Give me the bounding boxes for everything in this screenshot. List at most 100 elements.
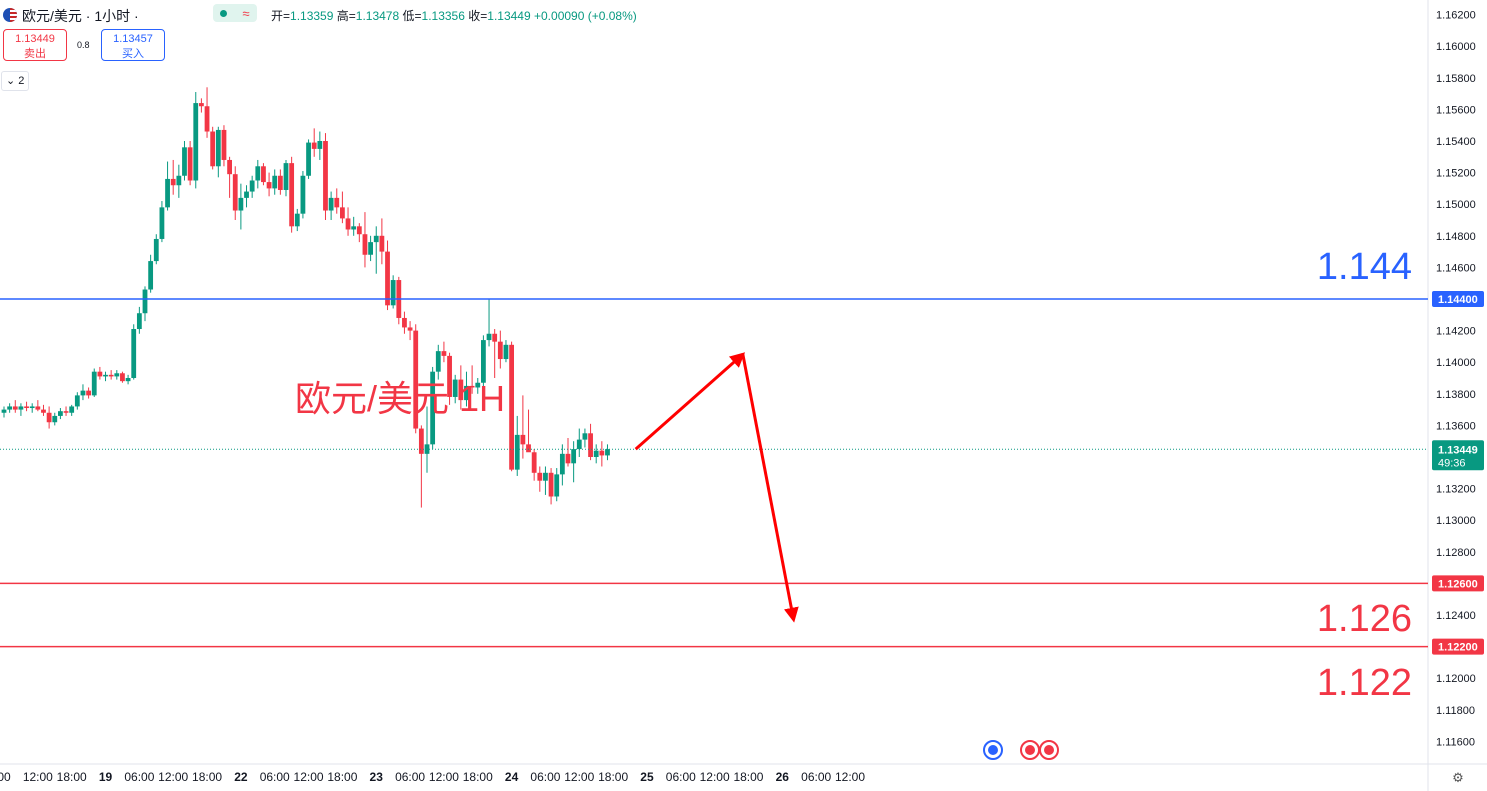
price-axis[interactable]: 1.16200 1.16000 1.15800 1.15600 1.15400 1.152… — [1432, 10, 1484, 749]
candle-body — [170, 178, 176, 186]
symbol-title[interactable]: 欧元/美元 · 1小时 · — [22, 8, 139, 24]
candle-body — [576, 439, 582, 450]
candle-body — [430, 371, 436, 445]
time-tick-label: 18:00 — [327, 770, 357, 784]
price-tick-label: 1.14000 — [1436, 357, 1476, 369]
candle-body — [368, 242, 373, 255]
high-label: 高= — [336, 9, 356, 23]
candle-body — [385, 251, 390, 306]
time-tick-label: 06:00 — [395, 770, 425, 784]
candle-body — [402, 317, 407, 328]
time-tick-label: 12:00 — [835, 770, 865, 784]
candle-body — [272, 175, 278, 189]
candle-body — [46, 412, 52, 423]
candle-body — [142, 289, 148, 314]
candle-body — [80, 390, 86, 396]
candle-body — [559, 453, 565, 475]
time-tick-label: 18:00 — [192, 770, 222, 784]
low-label: 低= — [402, 9, 422, 23]
chart-annotation-title: 欧元/美元 1H — [295, 378, 505, 419]
sell-label: 卖出 — [24, 48, 46, 60]
candle-body — [571, 449, 577, 464]
sell-price: 1.13449 — [15, 33, 55, 45]
close-label: 收= — [468, 9, 488, 23]
candle-body — [492, 333, 498, 342]
time-tick-label: 23 — [370, 770, 384, 784]
candle-body — [593, 450, 599, 457]
price-level-annotation: 1.126 — [1317, 598, 1412, 640]
candle-body — [244, 191, 249, 198]
candle-body — [159, 207, 165, 239]
candle-body — [554, 474, 560, 497]
time-tick-label: 18:00 — [463, 770, 493, 784]
candle-body — [24, 406, 29, 409]
indicator-toggle[interactable]: ≈ — [213, 4, 257, 22]
time-tick-label: 06:00 — [124, 770, 154, 784]
time-tick-label: 12:00 — [23, 770, 53, 784]
market-open-dot-icon — [220, 9, 228, 17]
chevron-down-icon: ⌄ — [6, 75, 16, 87]
buy-button[interactable]: 1.13457 买入 — [101, 29, 165, 61]
time-tick-label: 06:00 — [801, 770, 831, 784]
economic-event-dot — [988, 745, 998, 755]
close-value: 1.13449 — [487, 9, 531, 23]
time-tick-label: 12:00 — [429, 770, 459, 784]
time-tick-label: 25 — [640, 770, 654, 784]
projection-arrow[interactable] — [634, 352, 746, 451]
candle-body — [227, 159, 232, 175]
candle-body — [526, 444, 531, 453]
candle-body — [86, 390, 91, 396]
price-tick-label: 1.12400 — [1436, 610, 1476, 622]
price-tick-label: 1.16000 — [1436, 41, 1476, 53]
candle-body — [441, 351, 447, 356]
price-level-badge — [1432, 575, 1484, 592]
price-tick-label: 1.13600 — [1436, 420, 1476, 432]
time-axis[interactable]: 00 12:00 18:00 19 06:00 12:00 18:00 22 06:00 12:0… — [0, 740, 1059, 784]
candle-body — [458, 379, 464, 401]
time-tick-label: 12:00 — [700, 770, 730, 784]
ohlc-readout: 开=1.13359 高=1.13478 低=1.13356 收=1.13449 … — [271, 7, 637, 24]
sell-button[interactable]: 1.13449 卖出 — [3, 29, 67, 61]
time-tick-label: 18:00 — [733, 770, 763, 784]
time-tick-label: 12:00 — [564, 770, 594, 784]
candle-body — [187, 147, 193, 181]
candle-body — [311, 142, 317, 149]
projection-arrow[interactable] — [741, 354, 799, 623]
candle-body — [340, 207, 345, 219]
candle-body — [35, 406, 41, 410]
price-tick-label: 1.15600 — [1436, 104, 1476, 116]
wave-icon: ≈ — [242, 5, 250, 21]
price-tick-label: 1.12000 — [1436, 673, 1476, 685]
candle-body — [407, 327, 413, 331]
candle-body — [306, 142, 311, 176]
time-tick-label: 26 — [776, 770, 790, 784]
candle-body — [69, 406, 75, 413]
spread-value: 0.8 — [77, 40, 90, 50]
gear-icon[interactable]: ⚙ — [1452, 770, 1464, 785]
candle-body — [238, 197, 244, 211]
eur-usd-flag-icon — [3, 8, 17, 22]
candle-body — [503, 344, 509, 360]
candle-body — [91, 371, 97, 396]
collapse-indicators-button[interactable]: ⌄ 2 — [1, 71, 30, 91]
price-level-badge-label: 1.14400 — [1438, 294, 1478, 306]
economic-event-dot — [1044, 745, 1054, 755]
candle-body — [136, 313, 142, 330]
candle-body — [356, 226, 362, 235]
candle-body — [509, 344, 514, 470]
candle-body — [18, 406, 24, 410]
candle-body — [199, 103, 204, 107]
price-tick-label: 1.14200 — [1436, 326, 1476, 338]
annotations-group: 欧元/美元 1H 1.144 1.126 1.122 — [295, 246, 1412, 704]
price-tick-label: 1.11800 — [1436, 705, 1475, 717]
candle-body — [176, 175, 182, 186]
candle-body — [520, 434, 526, 445]
candle-body — [12, 406, 18, 410]
collapse-count: 2 — [18, 75, 25, 87]
candle-body — [537, 472, 543, 481]
price-tick-label: 1.15800 — [1436, 73, 1476, 85]
candle-body — [114, 373, 120, 377]
time-tick-label: 22 — [234, 770, 248, 784]
